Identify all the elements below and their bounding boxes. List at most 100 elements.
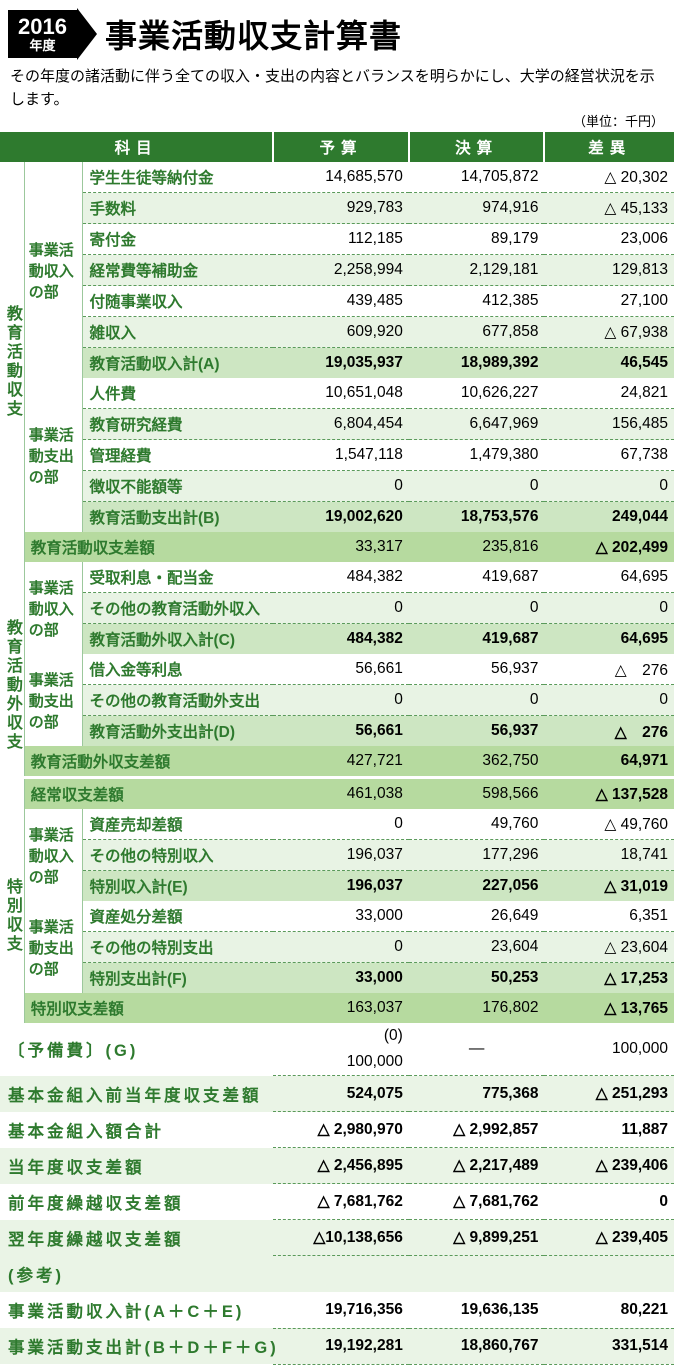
table-row: 手数料929,783974,916△ 45,133 bbox=[0, 193, 674, 224]
financial-table: 科目 予算 決算 差異 教育活動収支事業活動収入の部学生生徒等納付金14,685… bbox=[0, 132, 674, 1365]
table-row: 教育活動外収支差額427,721362,75064,971 bbox=[0, 746, 674, 778]
year-label: 年度 bbox=[18, 39, 67, 54]
row-diff: △ 49,760 bbox=[544, 809, 674, 840]
year-badge: 2016 年度 bbox=[8, 10, 77, 58]
row-item: 管理経費 bbox=[83, 440, 273, 471]
row-budget: 609,920 bbox=[273, 317, 409, 348]
group-sub: 事業活動支出の部 bbox=[24, 378, 83, 532]
row-actual: 0 bbox=[409, 471, 545, 502]
row-budget: 0 bbox=[273, 471, 409, 502]
row-budget: 112,185 bbox=[273, 224, 409, 255]
summary-label: 基本金組入額合計 bbox=[0, 1112, 273, 1148]
table-header-row: 科目 予算 決算 差異 bbox=[0, 132, 674, 162]
table-row: 翌年度繰越収支差額△10,138,656△ 9,899,251△ 239,405 bbox=[0, 1220, 674, 1256]
section-vcat: 教育活動収支 bbox=[0, 162, 24, 562]
sum-item: 教育活動収入計(A) bbox=[83, 348, 273, 379]
summary-label: 当年度収支差額 bbox=[0, 1148, 273, 1184]
table-row: 教育活動収入計(A)19,035,93718,989,39246,545 bbox=[0, 348, 674, 379]
table-row: 特別支出計(F)33,00050,253△ 17,253 bbox=[0, 963, 674, 994]
row-budget: 0 bbox=[273, 932, 409, 963]
table-row: 事業活動支出の部資産処分差額33,00026,6496,351 bbox=[0, 901, 674, 932]
row-diff: 18,741 bbox=[544, 840, 674, 871]
group-sub: 事業活動支出の部 bbox=[24, 901, 83, 993]
row-item: 経常費等補助金 bbox=[83, 255, 273, 286]
row-actual: 677,858 bbox=[409, 317, 545, 348]
table-row: 教育活動外収支事業活動収入の部受取利息・配当金484,382419,68764,… bbox=[0, 562, 674, 593]
row-item: 教育研究経費 bbox=[83, 409, 273, 440]
total-item: 特別収支差額 bbox=[24, 993, 273, 1023]
table-row: 経常収支差額461,038598,566△ 137,528 bbox=[0, 778, 674, 810]
group-sub: 事業活動収入の部 bbox=[24, 562, 83, 654]
table-row: 特別収入計(E)196,037227,056△ 31,019 bbox=[0, 871, 674, 902]
col-diff: 差異 bbox=[544, 132, 674, 162]
reference-label: (参考) bbox=[0, 1256, 674, 1293]
sum-item: 特別収入計(E) bbox=[83, 871, 273, 902]
row-actual: 10,626,227 bbox=[409, 378, 545, 409]
row-diff: △ 45,133 bbox=[544, 193, 674, 224]
row-item: 寄付金 bbox=[83, 224, 273, 255]
row-budget: 196,037 bbox=[273, 840, 409, 871]
row-diff: △ 67,938 bbox=[544, 317, 674, 348]
row-actual: 49,760 bbox=[409, 809, 545, 840]
row-item: 人件費 bbox=[83, 378, 273, 409]
row-item: 手数料 bbox=[83, 193, 273, 224]
table-row: 特別収支事業活動収入の部資産売却差額049,760△ 49,760 bbox=[0, 809, 674, 840]
section-vcat: 特別収支 bbox=[0, 809, 24, 1023]
table-row: 雑収入609,920677,858△ 67,938 bbox=[0, 317, 674, 348]
row-diff: 23,006 bbox=[544, 224, 674, 255]
group-sub: 事業活動支出の部 bbox=[24, 654, 83, 746]
row-actual: 2,129,181 bbox=[409, 255, 545, 286]
table-row: 事業活動支出計(B＋D＋F＋G)19,192,28118,860,767331,… bbox=[0, 1328, 674, 1364]
intro-text: その年度の諸活動に伴う全ての収入・支出の内容とバランスを明らかにし、大学の経営状… bbox=[0, 64, 674, 111]
row-actual: 89,179 bbox=[409, 224, 545, 255]
row-budget: 10,651,048 bbox=[273, 378, 409, 409]
row-budget: 0 bbox=[273, 809, 409, 840]
table-row: 事業活動収入計(A＋C＋E)19,716,35619,636,13580,221 bbox=[0, 1292, 674, 1328]
col-budget: 予算 bbox=[273, 132, 409, 162]
row-actual: 177,296 bbox=[409, 840, 545, 871]
row-diff: △ 20,302 bbox=[544, 162, 674, 193]
sum-item: 特別支出計(F) bbox=[83, 963, 273, 994]
table-row: 教育活動収支差額33,317235,816△ 202,499 bbox=[0, 532, 674, 562]
row-diff: 67,738 bbox=[544, 440, 674, 471]
table-row: 付随事業収入439,485412,38527,100 bbox=[0, 286, 674, 317]
table-row: 当年度収支差額△ 2,456,895△ 2,217,489△ 239,406 bbox=[0, 1148, 674, 1184]
row-actual: 23,604 bbox=[409, 932, 545, 963]
summary-label: 基本金組入前当年度収支差額 bbox=[0, 1076, 273, 1112]
table-row: 徴収不能額等000 bbox=[0, 471, 674, 502]
row-budget: 6,804,454 bbox=[273, 409, 409, 440]
row-item: 雑収入 bbox=[83, 317, 273, 348]
row-item: その他の特別収入 bbox=[83, 840, 273, 871]
row-budget: 14,685,570 bbox=[273, 162, 409, 193]
table-row: 事業活動支出の部人件費10,651,04810,626,22724,821 bbox=[0, 378, 674, 409]
row-diff: △ 23,604 bbox=[544, 932, 674, 963]
row-actual: 412,385 bbox=[409, 286, 545, 317]
unit-label: （単位：千円） bbox=[0, 111, 674, 132]
table-row: 〔予備費〕(G)(0)―100,000 bbox=[0, 1023, 674, 1049]
section-vcat: 教育活動外収支 bbox=[0, 562, 24, 809]
row-budget: 2,258,994 bbox=[273, 255, 409, 286]
table-row: 寄付金112,18589,17923,006 bbox=[0, 224, 674, 255]
table-row: その他の特別収入196,037177,29618,741 bbox=[0, 840, 674, 871]
table-row: (参考) bbox=[0, 1256, 674, 1293]
col-actual: 決算 bbox=[409, 132, 545, 162]
row-diff: 0 bbox=[544, 471, 674, 502]
arrow-icon bbox=[77, 8, 97, 60]
table-row: その他の教育活動外支出000 bbox=[0, 685, 674, 716]
summary-label: 前年度繰越収支差額 bbox=[0, 1184, 273, 1220]
row-diff: 6,351 bbox=[544, 901, 674, 932]
row-actual: 26,649 bbox=[409, 901, 545, 932]
row-actual: 14,705,872 bbox=[409, 162, 545, 193]
table-row: 前年度繰越収支差額△ 7,681,762△ 7,681,7620 bbox=[0, 1184, 674, 1220]
table-row: 基本金組入前当年度収支差額524,075775,368△ 251,293 bbox=[0, 1076, 674, 1112]
table-row: 教育活動収支事業活動収入の部学生生徒等納付金14,685,57014,705,8… bbox=[0, 162, 674, 193]
table-row: 管理経費1,547,1181,479,38067,738 bbox=[0, 440, 674, 471]
row-actual: 974,916 bbox=[409, 193, 545, 224]
page-title: 事業活動収支計算書 bbox=[105, 11, 402, 57]
row-diff: 27,100 bbox=[544, 286, 674, 317]
table-row: その他の教育活動外収入000 bbox=[0, 593, 674, 624]
row-item: 資産処分差額 bbox=[83, 901, 273, 932]
table-row: 特別収支差額163,037176,802△ 13,765 bbox=[0, 993, 674, 1023]
row-item: 徴収不能額等 bbox=[83, 471, 273, 502]
table-row: 経常費等補助金2,258,9942,129,181129,813 bbox=[0, 255, 674, 286]
